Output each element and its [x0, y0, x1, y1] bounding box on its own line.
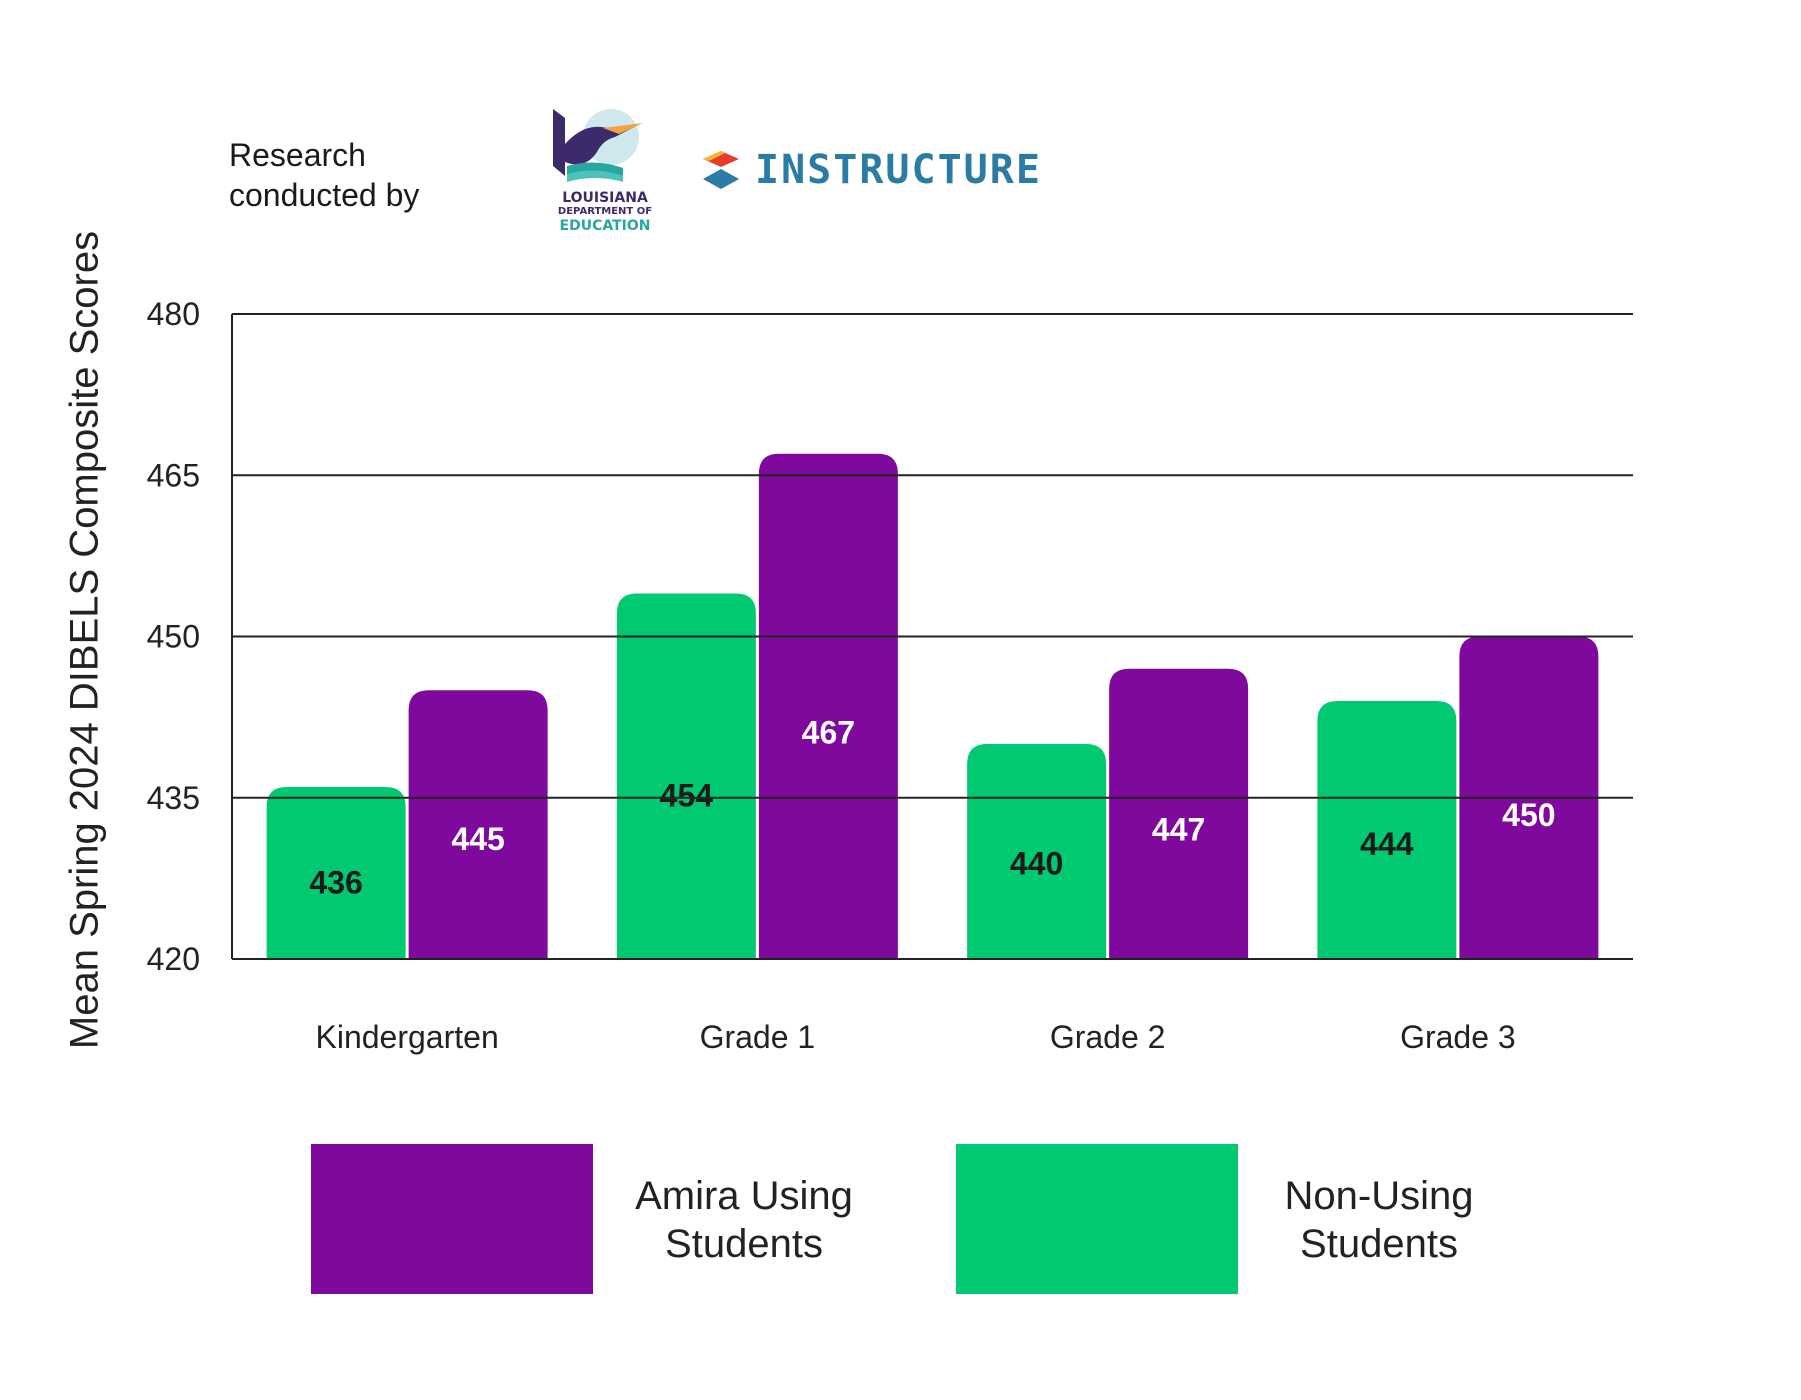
y-tick-label: 465 — [147, 457, 200, 493]
data-label: 450 — [1502, 797, 1555, 833]
legend-amira-line-1: Amira Using — [635, 1174, 853, 1218]
bar — [758, 453, 898, 959]
pelican-icon — [553, 109, 643, 182]
bar — [616, 593, 756, 959]
y-tick-label: 480 — [147, 296, 200, 332]
x-tick-label: Grade 2 — [1050, 1019, 1166, 1055]
research-credit: Research conducted by — [229, 135, 419, 215]
x-tick-label: Grade 1 — [700, 1019, 816, 1055]
legend-label-non-using: Non-Using Students — [1229, 1172, 1529, 1268]
bar — [1109, 668, 1249, 959]
y-tick-label: 450 — [147, 619, 200, 655]
data-label: 454 — [660, 778, 714, 814]
data-label: 467 — [802, 715, 855, 751]
instructure-wordmark: INSTRUCTURE — [755, 147, 1042, 193]
y-tick-label: 435 — [147, 780, 200, 816]
y-tick-label: 420 — [147, 941, 200, 977]
legend-swatch-non-using — [956, 1144, 1238, 1294]
credit-line-1: Research — [229, 137, 366, 173]
bar — [408, 690, 548, 959]
bar — [1317, 701, 1457, 959]
x-tick-label: Grade 3 — [1400, 1019, 1516, 1055]
data-label: 436 — [309, 865, 362, 901]
legend-amira-line-2: Students — [665, 1222, 823, 1266]
data-label: 440 — [1010, 845, 1063, 881]
instructure-mark-icon — [703, 151, 739, 189]
legend-label-amira: Amira Using Students — [594, 1172, 894, 1268]
louisiana-logo-line-1: LOUISIANA — [562, 190, 648, 206]
data-label: 445 — [451, 821, 504, 857]
legend-non-using-line-2: Students — [1300, 1222, 1458, 1266]
legend-swatch-amira — [311, 1144, 593, 1294]
instructure-logo: INSTRUCTURE — [701, 147, 1042, 193]
louisiana-logo-line-2: DEPARTMENT OF — [557, 206, 653, 217]
x-tick-label: Kindergarten — [316, 1019, 499, 1055]
louisiana-pelican-logo: LOUISIANA DEPARTMENT OF EDUCATION — [545, 104, 665, 234]
data-label: 444 — [1360, 826, 1414, 862]
bar — [266, 787, 406, 959]
louisiana-logo-line-3: EDUCATION — [559, 218, 651, 234]
credit-line-2: conducted by — [229, 177, 420, 213]
data-label: 447 — [1152, 811, 1205, 847]
legend-non-using-line-1: Non-Using — [1284, 1174, 1474, 1218]
